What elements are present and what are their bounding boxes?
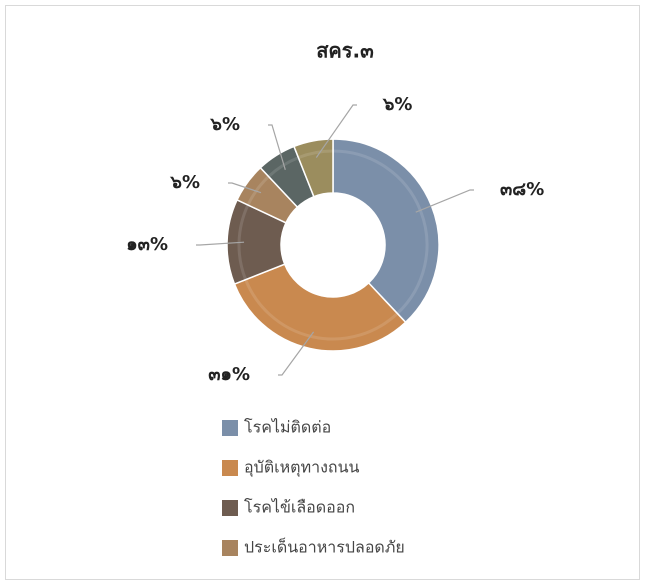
legend-label: โรคไม่ติดต่อ [244,418,331,437]
slice-bevel [246,175,270,206]
leader-line [268,124,286,171]
data-label: ๖% [170,172,200,193]
legend-swatch [222,420,238,436]
slice-bevel [244,279,399,341]
legend-swatch [222,500,238,516]
leader-line [278,331,315,376]
legend-label: โรคไข้เลือดออก [244,498,355,517]
donut-slice [332,138,440,324]
legend-swatch [222,540,238,556]
leader-line [196,241,245,246]
chart-frame [5,5,640,580]
leader-line [228,182,262,194]
chart-title: สคร.๓ [316,39,374,63]
donut-slice [293,138,334,198]
data-label: ๖% [382,94,412,115]
slice-bevel [297,149,334,160]
slice-bevel [267,156,299,178]
leader-line [315,104,357,158]
legend-label: อุบัติเหตุทางถนน [244,458,360,478]
donut-slice [233,263,407,352]
leader-line [415,189,474,213]
legend-label: ประเด็นอาหารปลอดภัย [244,537,405,557]
data-label: ๓๘% [500,179,544,200]
data-label: ๑๓% [126,234,168,255]
data-label: ๖% [210,114,240,135]
data-label: ๓๑% [208,364,250,385]
legend-swatch [222,460,238,476]
